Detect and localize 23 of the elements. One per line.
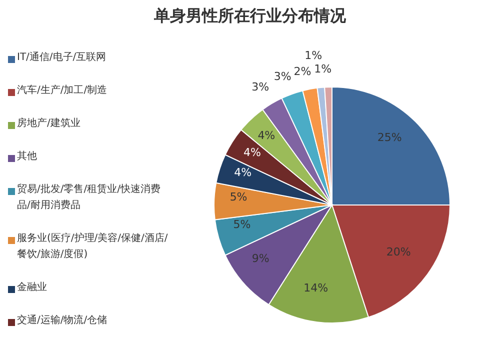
legend-label: 服务业(医疗/护理/美容/保健/酒店/餐饮/旅游/度假) xyxy=(17,232,168,262)
legend-label: 贸易/批发/零售/租赁业/快速消费品/耐用消费品 xyxy=(17,182,162,213)
data-label: 3% xyxy=(274,70,292,84)
data-label: 1% xyxy=(304,49,322,62)
data-label: 1% xyxy=(314,62,332,76)
data-label: 25% xyxy=(377,130,402,144)
legend-label: 交通/运输/物流/仓储 xyxy=(17,314,108,328)
chart-title: 单身男性所在行业分布情况 xyxy=(153,6,347,27)
data-label: 5% xyxy=(230,190,248,204)
legend-label: 汽车/生产/加工/制造 xyxy=(17,84,108,98)
data-label: 4% xyxy=(244,146,262,160)
legend-label: 金融业 xyxy=(17,280,47,295)
legend-label: 房地产/建筑业 xyxy=(17,116,80,131)
data-label: 3% xyxy=(252,80,270,94)
data-label: 5% xyxy=(233,218,251,232)
data-label: 9% xyxy=(252,252,270,266)
data-label: 4% xyxy=(234,166,252,180)
legend-label: 其他 xyxy=(17,150,37,164)
legend-label: IT/通信/电子/互联网 xyxy=(17,50,106,65)
data-label: 4% xyxy=(258,128,276,142)
data-label: 20% xyxy=(386,246,411,259)
data-label: 14% xyxy=(304,281,328,294)
data-label: 2% xyxy=(294,64,312,78)
